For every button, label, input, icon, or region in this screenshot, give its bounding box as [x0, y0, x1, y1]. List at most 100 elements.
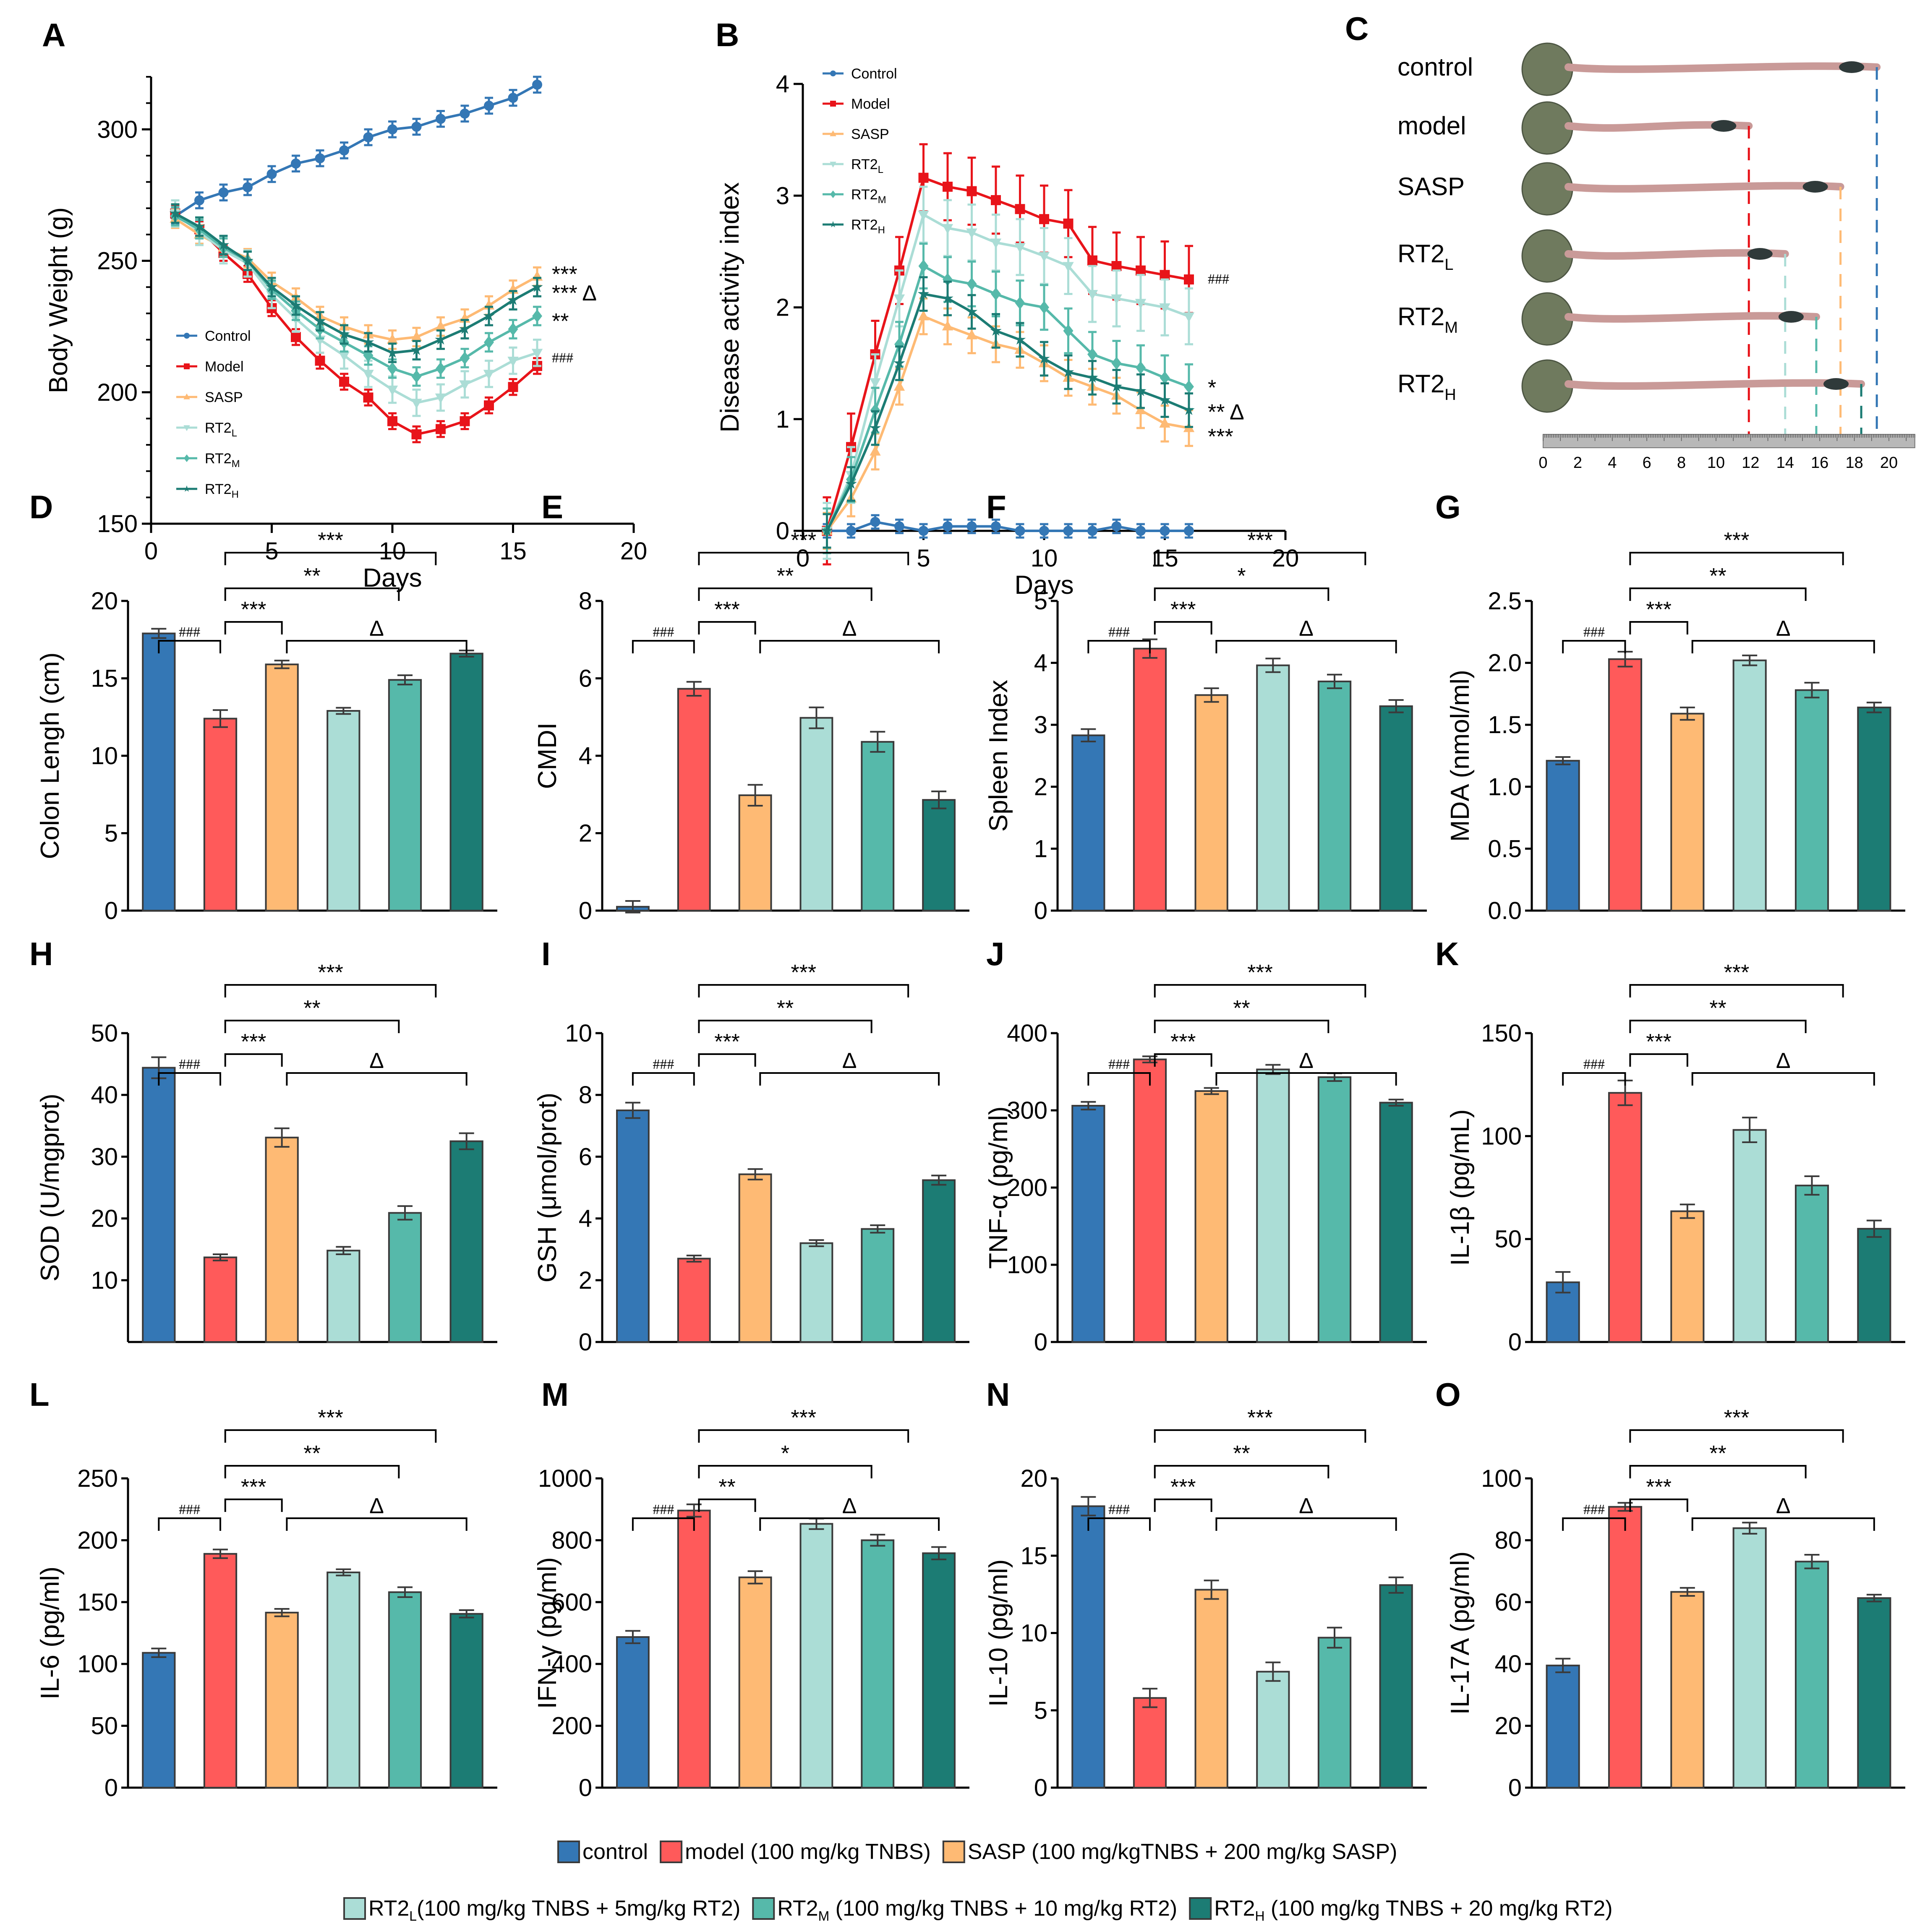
bar-rt2m: [388, 1591, 422, 1789]
bracket-model-rt2h: [698, 984, 909, 997]
legend-label-sasp: SASP (100 mg/kgTNBS + 200 mg/kg SASP): [968, 1840, 1397, 1864]
bracket-model-rt2m: [224, 1020, 400, 1033]
legend-swatch-sasp: [942, 1841, 965, 1863]
data-point: [387, 385, 398, 396]
series-rt2l: [821, 185, 1195, 560]
bracket-model-sasp: [698, 1499, 756, 1512]
y-tick-label: 1.0: [1488, 773, 1522, 801]
bracket-control-model: [158, 1517, 221, 1531]
data-point: [484, 336, 494, 349]
y-tick-label: 5: [104, 820, 118, 847]
y-axis-title: IFN-γ (pg/ml): [533, 1557, 562, 1709]
y-tick-label: 15: [1020, 1542, 1047, 1569]
data-point: [1014, 334, 1026, 345]
bracket-model-rt2h: [1154, 1429, 1366, 1443]
data-point: [362, 336, 374, 347]
legend-marker: [830, 221, 836, 227]
bar-control: [142, 1652, 176, 1788]
data-point: [991, 287, 1001, 301]
y-tick-label: 0: [579, 1774, 592, 1801]
bar-control: [142, 632, 176, 911]
bar-rt2l: [799, 1242, 833, 1343]
data-point: [532, 309, 542, 323]
bar-control: [1071, 734, 1105, 911]
series-line: [827, 520, 1189, 533]
bar-model: [1133, 1058, 1167, 1343]
y-tick-label: 20: [91, 587, 118, 615]
y-tick-label: 250: [97, 248, 138, 275]
data-point: [918, 259, 929, 273]
bar-rt2m: [1317, 1637, 1352, 1788]
y-axis-title: IL-10 (pg/ml): [984, 1559, 1013, 1707]
data-point: [1087, 371, 1098, 383]
legend-marker: [830, 130, 836, 136]
bar-rt2h: [449, 1613, 483, 1788]
data-point: [1111, 261, 1122, 271]
y-axis-title: Body Weight (g): [44, 207, 73, 393]
y-tick-label: 20: [1494, 1713, 1522, 1740]
y-tick-label: 0: [1034, 1774, 1047, 1801]
y-tick-label: 50: [1494, 1226, 1522, 1253]
y-tick-label: 100: [1007, 1251, 1047, 1279]
y-axis-title: CMDI: [533, 723, 562, 789]
bar-control: [1546, 760, 1580, 911]
data-point: [966, 228, 977, 239]
bracket-model-sasp: [698, 621, 756, 634]
bracket-model-sasp: [698, 1053, 756, 1067]
ruler-label: 6: [1643, 454, 1651, 472]
data-point: [217, 239, 230, 250]
y-axis-title: TNF-α (pg/ml): [984, 1106, 1013, 1269]
y-tick-label: 0: [1034, 1329, 1047, 1356]
y-tick-label: 0: [104, 1774, 118, 1801]
data-point: [1110, 381, 1123, 392]
bracket-model-rt2h: [224, 1429, 437, 1443]
data-point: [991, 195, 1001, 205]
significance-label: ***: [1646, 1030, 1672, 1054]
legend-marker: [183, 425, 190, 431]
bar-rt2l: [326, 1250, 360, 1343]
bracket-sasp-rt2h-delta: [286, 1072, 468, 1086]
data-point: [531, 349, 543, 359]
significance-label: ***: [1724, 1406, 1750, 1430]
bar-control: [616, 1110, 650, 1343]
significance-label: ** Δ: [1208, 400, 1244, 424]
bracket-sasp-rt2h-delta: [1691, 640, 1875, 653]
ruler-label: 8: [1677, 454, 1686, 472]
significance-label: ###: [179, 624, 200, 640]
data-point: [1111, 521, 1122, 532]
significance-label: ###: [1108, 624, 1130, 640]
legend-marker: [830, 101, 836, 107]
bracket-model-sasp: [1154, 621, 1212, 634]
data-point: [508, 382, 518, 392]
series-line: [826, 314, 1189, 532]
significance-label: **: [1709, 564, 1726, 588]
chart-panel-b: B 0 5 10 15 20 0 1 2 3 4 Days Disease activity index…: [716, 16, 1299, 600]
bar-model: [203, 718, 238, 911]
data-point: [966, 277, 977, 291]
data-point: [363, 392, 374, 403]
data-point: [1087, 347, 1097, 361]
data-point: [990, 325, 1002, 336]
bar-rt2l: [1256, 1068, 1290, 1343]
significance-label: ***: [791, 528, 816, 553]
legend-swatch-rt2m: [752, 1897, 775, 1920]
significance-label: **: [777, 564, 794, 588]
data-point: [459, 380, 470, 391]
data-point: [315, 153, 325, 164]
y-tick-label: 800: [551, 1527, 592, 1554]
series-control: [170, 76, 542, 225]
series-rt2m: [822, 243, 1194, 554]
ruler-label: 20: [1880, 454, 1898, 472]
data-point: [363, 132, 374, 143]
data-point: [436, 424, 446, 434]
bar-model: [677, 1509, 711, 1788]
panel-letter: O: [1435, 1376, 1461, 1413]
data-point: [531, 281, 543, 292]
bracket-model-rt2m: [224, 587, 400, 601]
data-point: [387, 362, 397, 375]
data-point: [363, 349, 374, 362]
bracket-model-sasp: [1629, 1499, 1688, 1512]
